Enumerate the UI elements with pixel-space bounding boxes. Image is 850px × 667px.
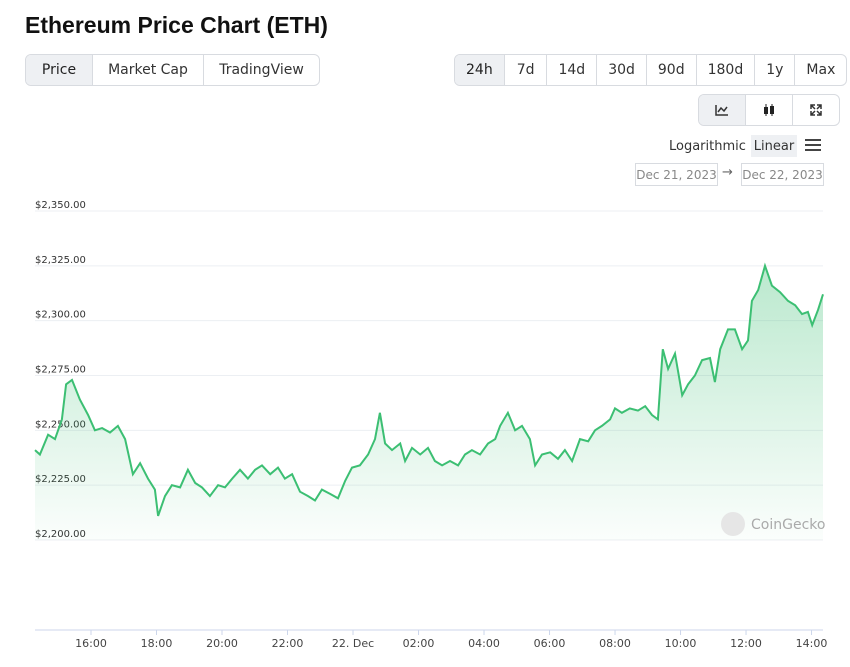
y-tick-label: $2,350.00 bbox=[35, 200, 86, 211]
range-button[interactable]: 24h bbox=[455, 55, 504, 85]
x-tick-label: 02:00 bbox=[403, 637, 435, 650]
watermark: CoinGecko bbox=[751, 517, 825, 533]
range-button[interactable]: 7d bbox=[503, 55, 547, 85]
x-tick-label: 20:00 bbox=[206, 637, 238, 650]
fullscreen-button[interactable] bbox=[792, 95, 839, 125]
range-group: 24h 7d 14d 30d 90d 180d 1y Max bbox=[454, 54, 848, 86]
range-button[interactable]: 180d bbox=[695, 55, 755, 85]
x-tick-label: 22. Dec bbox=[332, 637, 374, 650]
x-tick-label: 18:00 bbox=[141, 637, 173, 650]
tab[interactable]: Price bbox=[26, 55, 92, 85]
price-line bbox=[34, 262, 824, 517]
range-button[interactable]: 14d bbox=[546, 55, 596, 85]
x-tick-label: 10:00 bbox=[665, 637, 697, 650]
range-button[interactable]: Max bbox=[794, 55, 846, 85]
range-button[interactable]: 90d bbox=[645, 55, 696, 85]
range-button[interactable]: 1y bbox=[754, 55, 794, 85]
linear-option[interactable]: Linear bbox=[751, 135, 797, 157]
icon bbox=[764, 104, 774, 116]
tab[interactable]: Market Cap bbox=[92, 55, 203, 85]
date-to[interactable]: Dec 22, 2023 bbox=[741, 163, 824, 186]
tab-group: Price Market Cap TradingView bbox=[25, 54, 320, 86]
log-option[interactable]: Logarithmic bbox=[669, 139, 746, 154]
x-tick-label: 12:00 bbox=[730, 637, 762, 650]
x-tick-label: 08:00 bbox=[599, 637, 631, 650]
watermark-logo bbox=[721, 512, 745, 536]
icon bbox=[715, 105, 728, 116]
x-tick-label: 16:00 bbox=[75, 637, 107, 650]
x-tick-label: 04:00 bbox=[468, 637, 500, 650]
icon bbox=[810, 104, 822, 116]
area-fill bbox=[35, 265, 823, 540]
menu-icon[interactable] bbox=[804, 138, 822, 152]
chart-type-group bbox=[698, 94, 840, 126]
line-chart-button[interactable] bbox=[699, 95, 745, 125]
range-button[interactable]: 30d bbox=[596, 55, 646, 85]
y-tick-label: $2,275.00 bbox=[35, 365, 86, 376]
tab[interactable]: TradingView bbox=[203, 55, 319, 85]
date-separator: → bbox=[722, 165, 733, 180]
date-from[interactable]: Dec 21, 2023 bbox=[635, 163, 718, 186]
chart: $2,200.00$2,225.00$2,250.00$2,275.00$2,3… bbox=[34, 200, 828, 650]
x-tick-label: 14:00 bbox=[796, 637, 828, 650]
x-tick-label: 06:00 bbox=[534, 637, 566, 650]
page-title: Ethereum Price Chart (ETH) bbox=[25, 12, 328, 38]
y-tick-label: $2,325.00 bbox=[35, 255, 86, 266]
x-tick-label: 22:00 bbox=[272, 637, 304, 650]
candle-chart-button[interactable] bbox=[745, 95, 792, 125]
y-tick-label: $2,300.00 bbox=[35, 310, 86, 321]
